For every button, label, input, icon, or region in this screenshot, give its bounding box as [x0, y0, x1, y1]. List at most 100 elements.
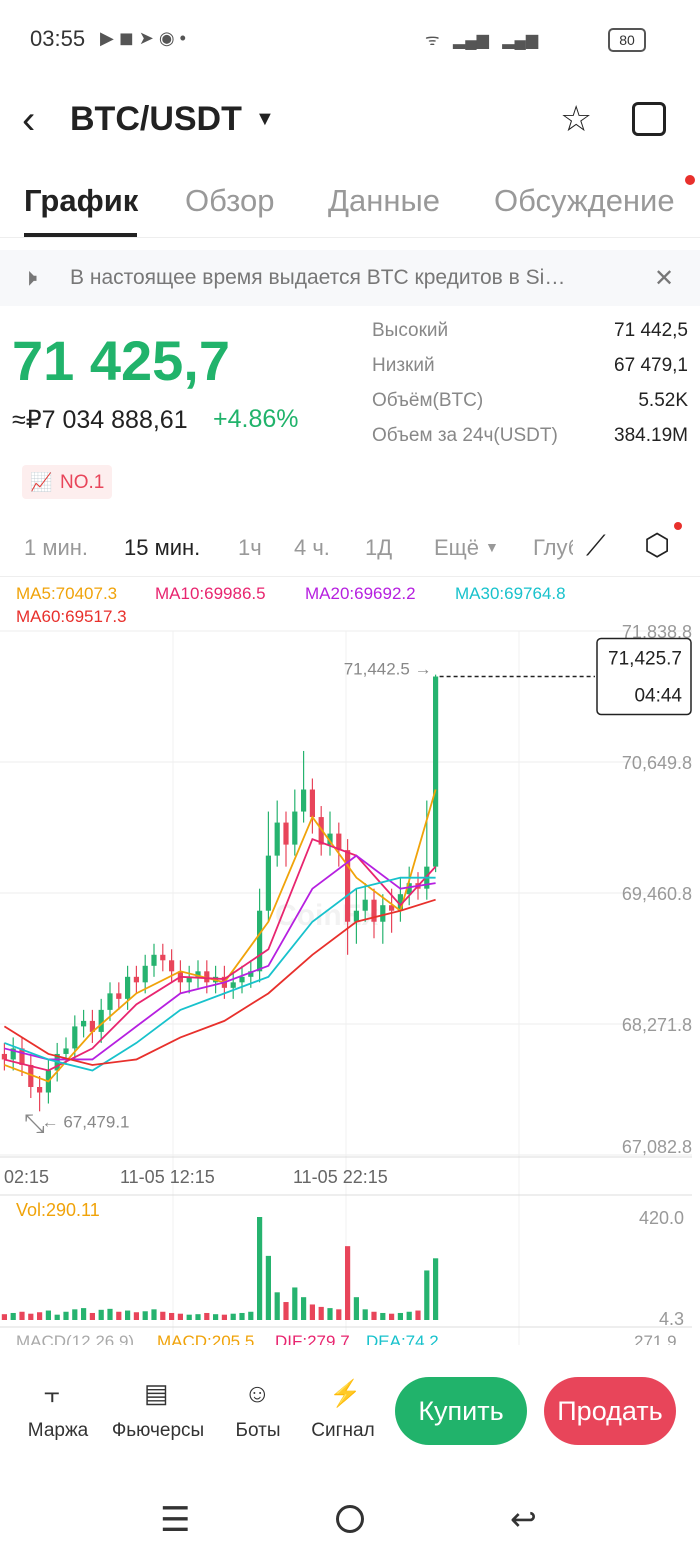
rank-badge[interactable]	[22, 465, 112, 499]
candle-body	[239, 976, 245, 983]
back-button[interactable]: ‹	[22, 98, 36, 142]
pair-title[interactable]: BTC/USDT	[70, 100, 242, 138]
nav-label[interactable]: Фьючерсы	[111, 1420, 205, 1441]
battery: 80	[608, 28, 646, 52]
settings-button[interactable]: ⬡	[644, 529, 671, 562]
stat-label: Высокий	[372, 320, 449, 341]
nav-label[interactable]: Сигнал	[311, 1420, 375, 1441]
tab[interactable]: Обсуждение	[494, 183, 675, 218]
volume-bar	[151, 1309, 157, 1320]
volume-bar	[397, 1312, 403, 1320]
nav-icon[interactable]: ⫟	[44, 1378, 60, 1408]
price-change: +4.86%	[213, 405, 299, 433]
more-arrow[interactable]: ▼	[485, 539, 499, 555]
candle-body	[283, 822, 289, 845]
volume-tick-label: 4.3	[659, 1309, 684, 1329]
last-price: 71 425,7	[12, 329, 230, 392]
candle-body	[116, 993, 122, 999]
macd-label: MACD:205.5	[157, 1332, 255, 1345]
pair-dropdown[interactable]: ▼	[255, 108, 275, 130]
volume-bar	[142, 1311, 148, 1320]
stat-label: Объем за 24ч(USDT)	[372, 425, 558, 446]
candle-body	[345, 850, 351, 922]
fullscreen-button[interactable]: ⤡	[24, 1108, 45, 1138]
volume-bar	[433, 1258, 439, 1320]
volume-bar	[424, 1270, 430, 1320]
macd-label: MACD(12,26,9)	[16, 1332, 135, 1345]
interval-tab[interactable]: 15 мин.	[124, 535, 201, 560]
interval-tab[interactable]: Ещё	[434, 535, 480, 560]
volume-bar	[221, 1314, 227, 1320]
candle-body	[292, 811, 298, 845]
tab[interactable]: Обзор	[185, 183, 275, 218]
nav-menu[interactable]: ☰	[160, 1501, 191, 1539]
ma-line	[3, 898, 436, 1066]
nav-back[interactable]: ↩	[510, 1501, 537, 1537]
candle-body	[186, 976, 192, 983]
share-button[interactable]	[632, 102, 666, 136]
current-price-box	[596, 637, 692, 716]
indicator-button[interactable]: ⟋	[586, 530, 606, 561]
volume-bar	[54, 1314, 60, 1320]
stat-value: 71 442,5	[614, 320, 688, 341]
candle-body	[28, 1064, 34, 1087]
y-tick-label: 69,460.8	[622, 884, 692, 904]
candle-body	[353, 910, 359, 922]
nav-label[interactable]: Боты	[235, 1420, 281, 1441]
notice-text[interactable]: В настоящее время выдается BTC кредитов …	[70, 266, 566, 289]
macd-label: DIF:279.7	[275, 1332, 350, 1345]
nav-label[interactable]: Маржа	[27, 1420, 89, 1441]
nav-icon[interactable]: ▤	[144, 1378, 169, 1408]
candle-body	[125, 976, 131, 999]
volume-tick-label: 420.0	[639, 1208, 684, 1228]
divider	[0, 576, 700, 577]
candle-body	[169, 960, 175, 972]
volume-bar	[28, 1313, 34, 1320]
ma-label: MA60:69517.3	[16, 607, 127, 626]
ma-label: MA10:69986.5	[155, 584, 266, 603]
candle-body	[380, 905, 386, 922]
volume-bar	[195, 1314, 201, 1320]
volume-bar	[10, 1312, 16, 1320]
interval-tab[interactable]: 4 ч.	[294, 535, 330, 560]
interval-tab[interactable]: 1 мин.	[24, 535, 89, 560]
speaker-icon: 🕨	[22, 264, 38, 291]
volume-bar	[362, 1309, 368, 1320]
fiat-price: ≈₽7 034 888,61	[12, 406, 188, 434]
volume-bar	[204, 1312, 210, 1320]
candle-body	[151, 954, 157, 966]
volume-bar	[89, 1312, 95, 1320]
nav-icon[interactable]: ⚡	[329, 1378, 362, 1408]
interval-tab[interactable]: Глуб	[533, 535, 573, 560]
interval-tab[interactable]: 1Д	[365, 535, 393, 560]
nav-home[interactable]	[336, 1505, 364, 1533]
badge-dot	[685, 175, 695, 185]
volume-bar	[116, 1311, 122, 1320]
buy-button[interactable]: Купить	[395, 1377, 527, 1445]
volume-bar	[19, 1311, 25, 1320]
candle-body	[107, 993, 113, 1010]
nav-icon[interactable]: ☺	[244, 1378, 271, 1408]
tab[interactable]: График	[24, 183, 139, 218]
candle-body	[397, 894, 403, 911]
candle-body	[265, 855, 271, 911]
sell-button[interactable]: Продать	[544, 1377, 676, 1445]
candle-body	[142, 965, 148, 983]
ma-line	[4, 837, 437, 1072]
stat-value: 384.19M	[614, 425, 688, 446]
stat-value: 67 479,1	[614, 355, 688, 376]
notice-close[interactable]: ✕	[654, 265, 675, 292]
max-price-label: 71,442.5 →	[344, 660, 432, 679]
notice-bar[interactable]	[0, 250, 700, 306]
candle-body	[371, 899, 377, 922]
favorite-button[interactable]: ☆	[560, 98, 593, 139]
volume-bar	[169, 1312, 175, 1320]
ma-label: MA30:69764.8	[455, 584, 566, 603]
interval-tab[interactable]: 1ч	[238, 535, 262, 560]
x-tick-label: 02:15	[4, 1167, 49, 1187]
candle-body	[309, 789, 315, 818]
candle-body	[274, 822, 280, 856]
tab[interactable]: Данные	[328, 183, 440, 218]
volume-bar	[283, 1302, 289, 1320]
